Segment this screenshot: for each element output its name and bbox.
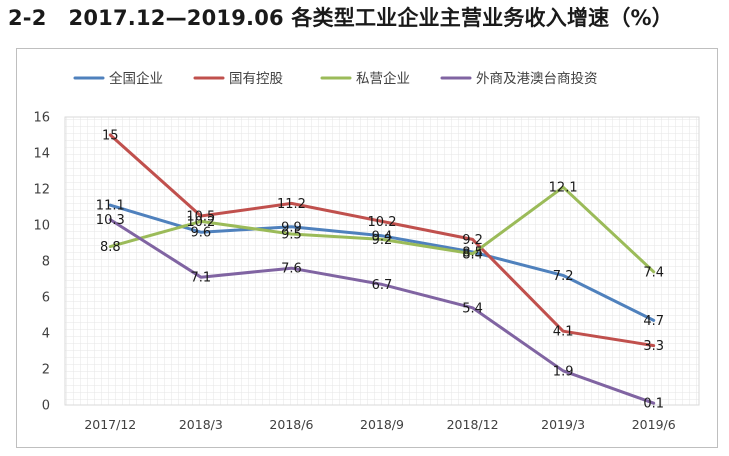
data-label: 10.2 <box>368 215 397 230</box>
data-label: 7.6 <box>281 262 302 277</box>
y-tick-label: 10 <box>33 219 50 234</box>
plot-area <box>64 116 700 406</box>
data-label: 1.9 <box>553 364 574 379</box>
data-label: 4.1 <box>553 325 574 340</box>
y-tick-label: 12 <box>33 183 50 198</box>
y-tick-label: 14 <box>33 147 50 162</box>
legend-label: 全国企业 <box>109 70 163 87</box>
series-line-3 <box>108 185 656 274</box>
x-tick-label: 2018/6 <box>269 417 313 432</box>
data-label: 9.5 <box>281 228 302 243</box>
data-label: 10.3 <box>96 213 125 228</box>
data-label: 12.1 <box>549 181 578 196</box>
x-tick-label: 2019/3 <box>541 417 585 432</box>
y-tick-label: 2 <box>42 363 50 378</box>
chart-container: 0 2 4 6 8 10 12 14 16 2017/12 2018/3 2018/6 2018/9 2… <box>16 48 718 448</box>
y-tick-label: 8 <box>42 255 50 270</box>
y-axis-ticks: 0 2 4 6 8 10 12 14 16 <box>33 111 50 414</box>
data-label: 10.5 <box>186 210 215 225</box>
series-line-4 <box>108 218 656 405</box>
data-label: 10.2 <box>186 215 215 230</box>
legend-label: 私营企业 <box>356 70 410 87</box>
data-label: 8.5 <box>462 246 483 261</box>
data-label: 9.6 <box>191 226 212 241</box>
series-lines <box>108 133 656 405</box>
x-tick-label: 2018/12 <box>447 417 499 432</box>
data-label: 9.9 <box>281 220 302 235</box>
data-label: 4.7 <box>643 314 664 329</box>
data-label: 8.4 <box>462 247 483 262</box>
figure-title-text: 2017.12—2019.06 各类型工业企业主营业务收入增速（%） <box>68 6 673 30</box>
data-label: 15 <box>102 129 119 144</box>
series-line-2 <box>108 133 656 348</box>
data-label: 6.7 <box>372 278 393 293</box>
data-label: 9.2 <box>372 233 393 248</box>
x-tick-label: 2018/9 <box>360 417 404 432</box>
data-labels: 11.1 9.6 9.9 9.4 8.5 7.2 4.7 15 10.5 11.2 10.2 9.2 4… <box>96 129 664 412</box>
data-label: 9.2 <box>462 233 483 248</box>
data-label: 8.8 <box>100 240 121 255</box>
legend-label: 国有控股 <box>229 71 283 87</box>
legend-label: 外商及港澳台商投资 <box>476 71 598 87</box>
x-tick-label: 2019/6 <box>632 417 676 432</box>
y-tick-label: 6 <box>42 291 50 306</box>
legend: 全国企业 国有控股 私营企业 外商及港澳台商投资 <box>73 70 598 87</box>
y-tick-label: 0 <box>42 399 50 414</box>
data-label: 11.1 <box>96 199 125 214</box>
x-tick-label: 2018/3 <box>179 417 223 432</box>
y-tick-label: 4 <box>42 327 50 342</box>
x-tick-label: 2017/12 <box>84 417 136 432</box>
data-label: 7.2 <box>553 269 574 284</box>
y-tick-label: 16 <box>33 111 50 126</box>
figure-number: 2-2 <box>8 6 47 30</box>
data-label: 3.3 <box>643 339 664 354</box>
data-label: 7.4 <box>643 265 664 280</box>
data-label: 7.1 <box>191 271 212 286</box>
data-label: 5.4 <box>462 301 483 316</box>
data-label: 0.1 <box>643 397 664 412</box>
x-axis-ticks: 2017/12 2018/3 2018/6 2018/9 2018/12 2019/3 20… <box>84 417 675 432</box>
figure-title: 2-2 2017.12—2019.06 各类型工业企业主营业务收入增速（%） <box>8 2 673 32</box>
data-label: 11.2 <box>277 197 306 212</box>
series-line-1 <box>108 203 656 322</box>
data-label: 9.4 <box>372 229 393 244</box>
